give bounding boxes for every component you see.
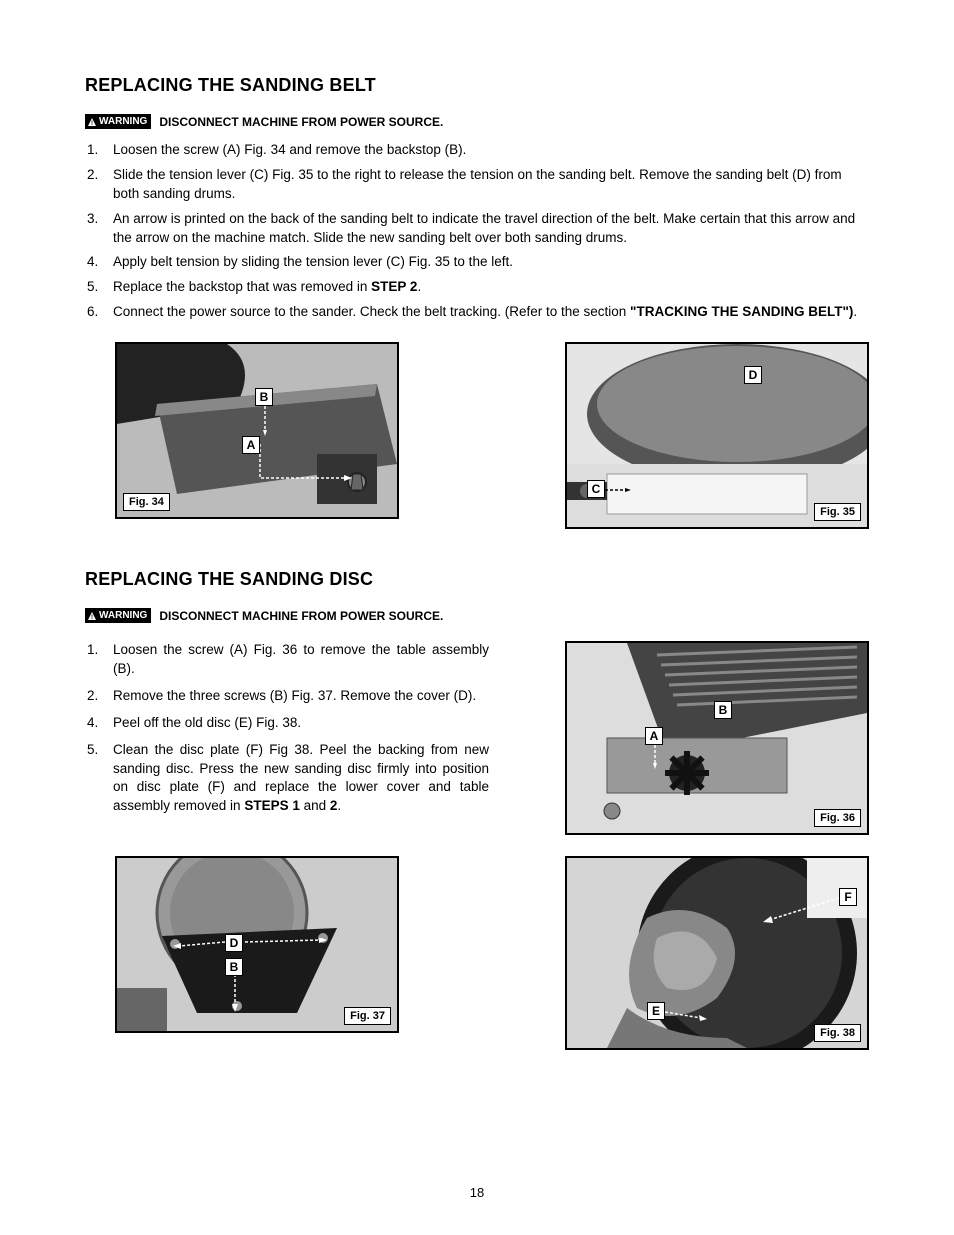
figure-34: B A Fig. 34: [115, 342, 399, 519]
step-number: 5.: [87, 278, 98, 297]
svg-text:!: !: [91, 615, 93, 621]
fig35-arrow-c: [605, 488, 631, 492]
fig37-arrows: [173, 938, 333, 1014]
fig34-callout-a: A: [242, 436, 260, 454]
fig37-callout-d: D: [225, 934, 243, 952]
section1-steps: 1. Loosen the screw (A) Fig. 34 and remov…: [85, 141, 869, 322]
fig36-arrow-a: [653, 745, 657, 769]
section1-warning-text: DISCONNECT MACHINE FROM POWER SOURCE.: [159, 115, 443, 129]
step-number: 2.: [87, 687, 98, 706]
fig34-callout-b: B: [255, 388, 273, 406]
fig37-callout-b: B: [225, 958, 243, 976]
warning-triangle-icon: !: [87, 117, 97, 127]
step-text: Slide the tension lever (C) Fig. 35 to t…: [113, 167, 842, 201]
figure-37: D B Fig. 37: [115, 856, 399, 1033]
fig38-callout-f: F: [839, 888, 857, 906]
step-item: 1.Loosen the screw (A) Fig. 34 and remov…: [109, 141, 869, 160]
step-number: 4.: [87, 253, 98, 272]
step-item: 2.Remove the three screws (B) Fig. 37. R…: [109, 687, 489, 706]
fig36-label: Fig. 36: [814, 809, 861, 827]
warning-badge: ! WARNING: [85, 608, 151, 623]
section2-warning-row: ! WARNING DISCONNECT MACHINE FROM POWER …: [85, 608, 869, 623]
step-item: 2.Slide the tension lever (C) Fig. 35 to…: [109, 166, 869, 204]
section2-title: REPLACING THE SANDING DISC: [85, 569, 869, 590]
section2-steps: 1. Loosen the screw (A) Fig. 36 to remove…: [85, 641, 489, 816]
step-text: Loosen the screw (A) Fig. 36 to remove t…: [113, 642, 489, 676]
fig38-callout-e: E: [647, 1002, 665, 1020]
step-text: An arrow is printed on the back of the s…: [113, 211, 855, 245]
step-number: 3.: [87, 210, 98, 229]
fig37-label: Fig. 37: [344, 1007, 391, 1025]
page-number: 18: [0, 1185, 954, 1200]
step-text: Peel off the old disc (E) Fig. 38.: [113, 715, 301, 730]
warning-badge-text: WARNING: [99, 116, 147, 127]
step-number: 1.: [87, 641, 98, 660]
svg-text:!: !: [91, 121, 93, 127]
step-number: 6.: [87, 303, 98, 322]
step-item: 6.Connect the power source to the sander…: [109, 303, 869, 322]
step-number: 2.: [87, 166, 98, 185]
step-text: Apply belt tension by sliding the tensio…: [113, 254, 513, 269]
step-item: 1.Loosen the screw (A) Fig. 36 to remove…: [109, 641, 489, 679]
step-number: 1.: [87, 141, 98, 160]
fig34-label: Fig. 34: [123, 493, 170, 511]
figure-35: D C Fig. 35: [565, 342, 869, 529]
step-number: 4.: [87, 714, 98, 733]
fig35-label: Fig. 35: [814, 503, 861, 521]
fig35-callout-c: C: [587, 480, 605, 498]
section2-figures-bottom: D B Fig. 37 F E Fig. 3: [85, 856, 869, 1050]
step-text: Clean the disc plate (F) Fig 38. Peel th…: [113, 742, 489, 814]
step-number: 5.: [87, 741, 98, 760]
section2-warning-text: DISCONNECT MACHINE FROM POWER SOURCE.: [159, 609, 443, 623]
section1-figures: B A Fig. 34 D C Fig. 35: [85, 342, 869, 529]
figure-38: F E Fig. 38: [565, 856, 869, 1050]
fig38-illustration: [567, 858, 867, 1048]
manual-page: REPLACING THE SANDING BELT ! WARNING DIS…: [0, 0, 954, 1235]
step-item: 3.An arrow is printed on the back of the…: [109, 210, 869, 248]
step-item: 5.Replace the backstop that was removed …: [109, 278, 869, 297]
section1-title: REPLACING THE SANDING BELT: [85, 75, 869, 96]
fig35-illustration: [567, 344, 867, 527]
step-item: 4.Peel off the old disc (E) Fig. 38.: [109, 714, 489, 733]
fig36-callout-a: A: [645, 727, 663, 745]
figure-36: B A Fig. 36: [565, 641, 869, 835]
section1-warning-row: ! WARNING DISCONNECT MACHINE FROM POWER …: [85, 114, 869, 129]
section2-left: 1.Loosen the screw (A) Fig. 36 to remove…: [85, 641, 470, 836]
step-text: Connect the power source to the sander. …: [113, 304, 857, 319]
fig38-arrow-f: [761, 896, 841, 926]
step-item: 5.Clean the disc plate (F) Fig 38. Peel …: [109, 741, 489, 817]
step-text: Loosen the screw (A) Fig. 34 and remove …: [113, 142, 466, 157]
fig36-illustration: [567, 643, 867, 833]
fig35-callout-d: D: [744, 366, 762, 384]
fig38-label: Fig. 38: [814, 1024, 861, 1042]
warning-triangle-icon: !: [87, 611, 97, 621]
fig36-callout-b: B: [714, 701, 732, 719]
fig38-arrow-e: [665, 1006, 709, 1024]
warning-badge: ! WARNING: [85, 114, 151, 129]
section2-two-col: 1. Loosen the screw (A) Fig. 36 to remove…: [85, 641, 869, 836]
step-text: Replace the backstop that was removed in…: [113, 279, 421, 294]
warning-badge-text: WARNING: [99, 610, 147, 621]
step-text: Remove the three screws (B) Fig. 37. Rem…: [113, 688, 476, 703]
step-item: 4.Apply belt tension by sliding the tens…: [109, 253, 869, 272]
fig34-arrow-b: [263, 406, 267, 436]
